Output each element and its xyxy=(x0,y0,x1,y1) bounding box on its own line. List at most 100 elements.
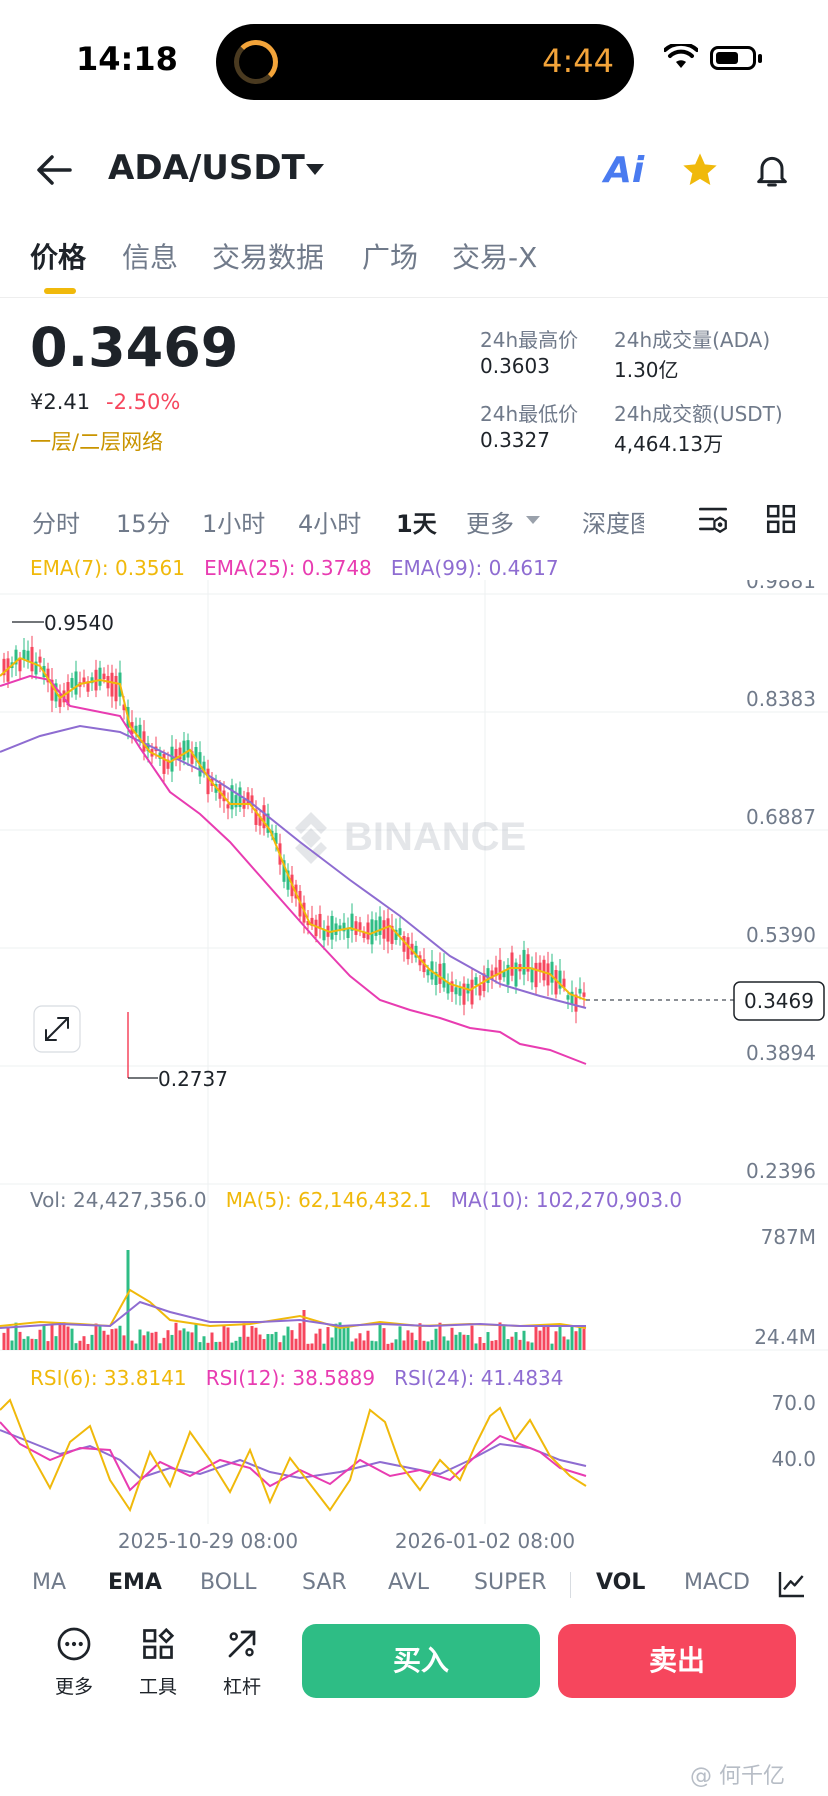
candle-body xyxy=(246,792,250,805)
indicator-vol[interactable]: VOL xyxy=(596,1570,646,1595)
volume-bar xyxy=(362,1340,366,1350)
volume-bar xyxy=(106,1334,110,1350)
tab-trade-x[interactable]: 交易-X xyxy=(452,241,538,274)
volume-bar xyxy=(146,1331,150,1350)
indicator-super[interactable]: SUPER xyxy=(474,1570,547,1595)
candle-body xyxy=(358,922,362,930)
indicator-ema[interactable]: EMA xyxy=(108,1570,162,1595)
candle-body xyxy=(158,752,162,759)
candle-body xyxy=(26,650,30,662)
volume-bar xyxy=(66,1326,70,1350)
indicator-avl[interactable]: AVL xyxy=(388,1570,429,1595)
interval-depth[interactable]: 深度图 xyxy=(582,510,644,538)
volume-bar xyxy=(154,1331,158,1350)
volume-bar xyxy=(446,1340,450,1350)
vol-ma10-line xyxy=(0,1300,586,1329)
chart-grid xyxy=(0,580,828,1524)
vol-quote-label: 24h成交额(USDT) xyxy=(614,402,783,426)
indicator-settings-icon[interactable] xyxy=(776,1568,808,1600)
volume-bar xyxy=(302,1310,306,1350)
candle-body xyxy=(182,740,186,761)
volume-bar xyxy=(266,1334,270,1350)
interval-1h[interactable]: 1小时 xyxy=(202,510,266,538)
interval-time[interactable]: 分时 xyxy=(32,510,80,538)
candle-body xyxy=(282,860,286,882)
volume-bar xyxy=(542,1324,546,1350)
candle-body xyxy=(190,751,194,764)
candle-body xyxy=(510,952,514,976)
main-tabs: 价格 信息 交易数据 广场 交易-X xyxy=(0,236,828,298)
volume-bar xyxy=(562,1336,566,1350)
volume-bar xyxy=(10,1340,14,1350)
rsi-axis-label: 40.0 xyxy=(771,1447,816,1471)
volume-bar xyxy=(166,1330,170,1350)
candle-body xyxy=(234,795,238,808)
candle-body xyxy=(206,768,210,795)
candle-body xyxy=(522,949,526,975)
tools-grid-icon xyxy=(143,1627,175,1659)
ema7-label: EMA(7): 0.3561 xyxy=(30,556,185,580)
volume-bar xyxy=(138,1329,142,1350)
candle-body xyxy=(46,668,50,683)
last-price-tag[interactable]: 0.3469 xyxy=(733,981,825,1021)
author-watermark: @ 何千亿 xyxy=(690,1764,785,1789)
volume-bar xyxy=(218,1341,222,1350)
volume-bar xyxy=(134,1343,138,1350)
layout-grid-icon[interactable] xyxy=(764,502,798,536)
candle-body xyxy=(442,963,446,988)
volume-bar xyxy=(482,1342,486,1350)
volume-bar xyxy=(530,1342,534,1350)
kline-chart[interactable]: BINANCE 0.9540 0.2737 0.3469 0.9881 0.83… xyxy=(0,580,828,1560)
volume-bar xyxy=(478,1337,482,1350)
interval-15m[interactable]: 15分 xyxy=(116,510,171,538)
volume-bar xyxy=(22,1338,26,1350)
indicator-sar[interactable]: SAR xyxy=(302,1570,347,1595)
tab-price[interactable]: 价格 xyxy=(30,241,87,274)
candle-body xyxy=(318,913,322,929)
tools-button[interactable]: 工具 xyxy=(128,1626,188,1699)
expand-chart-button[interactable] xyxy=(33,1005,81,1053)
candle-body xyxy=(498,959,502,980)
pair-title[interactable]: ADA/USDT xyxy=(108,148,305,188)
network-tag[interactable]: 一层/二层网络 xyxy=(30,430,164,454)
volume-bar xyxy=(150,1332,154,1350)
volume-bar xyxy=(366,1330,370,1350)
candle-body xyxy=(178,747,182,760)
sell-button[interactable]: 卖出 xyxy=(558,1624,796,1698)
bell-icon[interactable] xyxy=(752,150,792,190)
interval-more[interactable]: 更多 xyxy=(466,510,514,538)
price-axis-label: 0.2396 xyxy=(746,1159,816,1183)
interval-4h[interactable]: 4小时 xyxy=(298,510,362,538)
candle-body xyxy=(18,657,22,672)
candle-body xyxy=(458,987,462,996)
tab-square[interactable]: 广场 xyxy=(362,241,419,274)
volume-bar xyxy=(394,1339,398,1350)
candle-body xyxy=(446,981,450,994)
volume-bar xyxy=(558,1324,562,1350)
favorite-star-icon[interactable] xyxy=(680,150,720,190)
chevron-down-icon[interactable] xyxy=(306,164,324,175)
candle-body xyxy=(438,963,442,984)
tab-info[interactable]: 信息 xyxy=(122,241,179,274)
leverage-button[interactable]: 杠杆 xyxy=(212,1626,272,1699)
volume-bar xyxy=(246,1336,250,1350)
volume-bar xyxy=(494,1340,498,1350)
ai-icon[interactable]: Ai xyxy=(604,150,645,191)
volume-bar xyxy=(162,1337,166,1350)
indicator-boll[interactable]: BOLL xyxy=(200,1570,257,1595)
more-button[interactable]: 更多 xyxy=(44,1626,104,1699)
indicator-macd[interactable]: MACD xyxy=(684,1570,750,1595)
candle-body xyxy=(402,935,406,952)
price-axis-label: 0.6887 xyxy=(746,805,816,829)
back-arrow-icon[interactable] xyxy=(34,152,74,188)
buy-button[interactable]: 买入 xyxy=(302,1624,540,1698)
candle-body xyxy=(434,971,438,985)
ema7-line xyxy=(0,656,587,1001)
tab-trading-data[interactable]: 交易数据 xyxy=(212,241,325,274)
volume-bar xyxy=(582,1328,586,1350)
indicator-ma[interactable]: MA xyxy=(32,1570,67,1595)
chart-settings-icon[interactable] xyxy=(696,502,730,536)
interval-1d[interactable]: 1天 xyxy=(396,510,437,538)
candle-body xyxy=(354,921,358,935)
volume-bar xyxy=(58,1322,62,1350)
